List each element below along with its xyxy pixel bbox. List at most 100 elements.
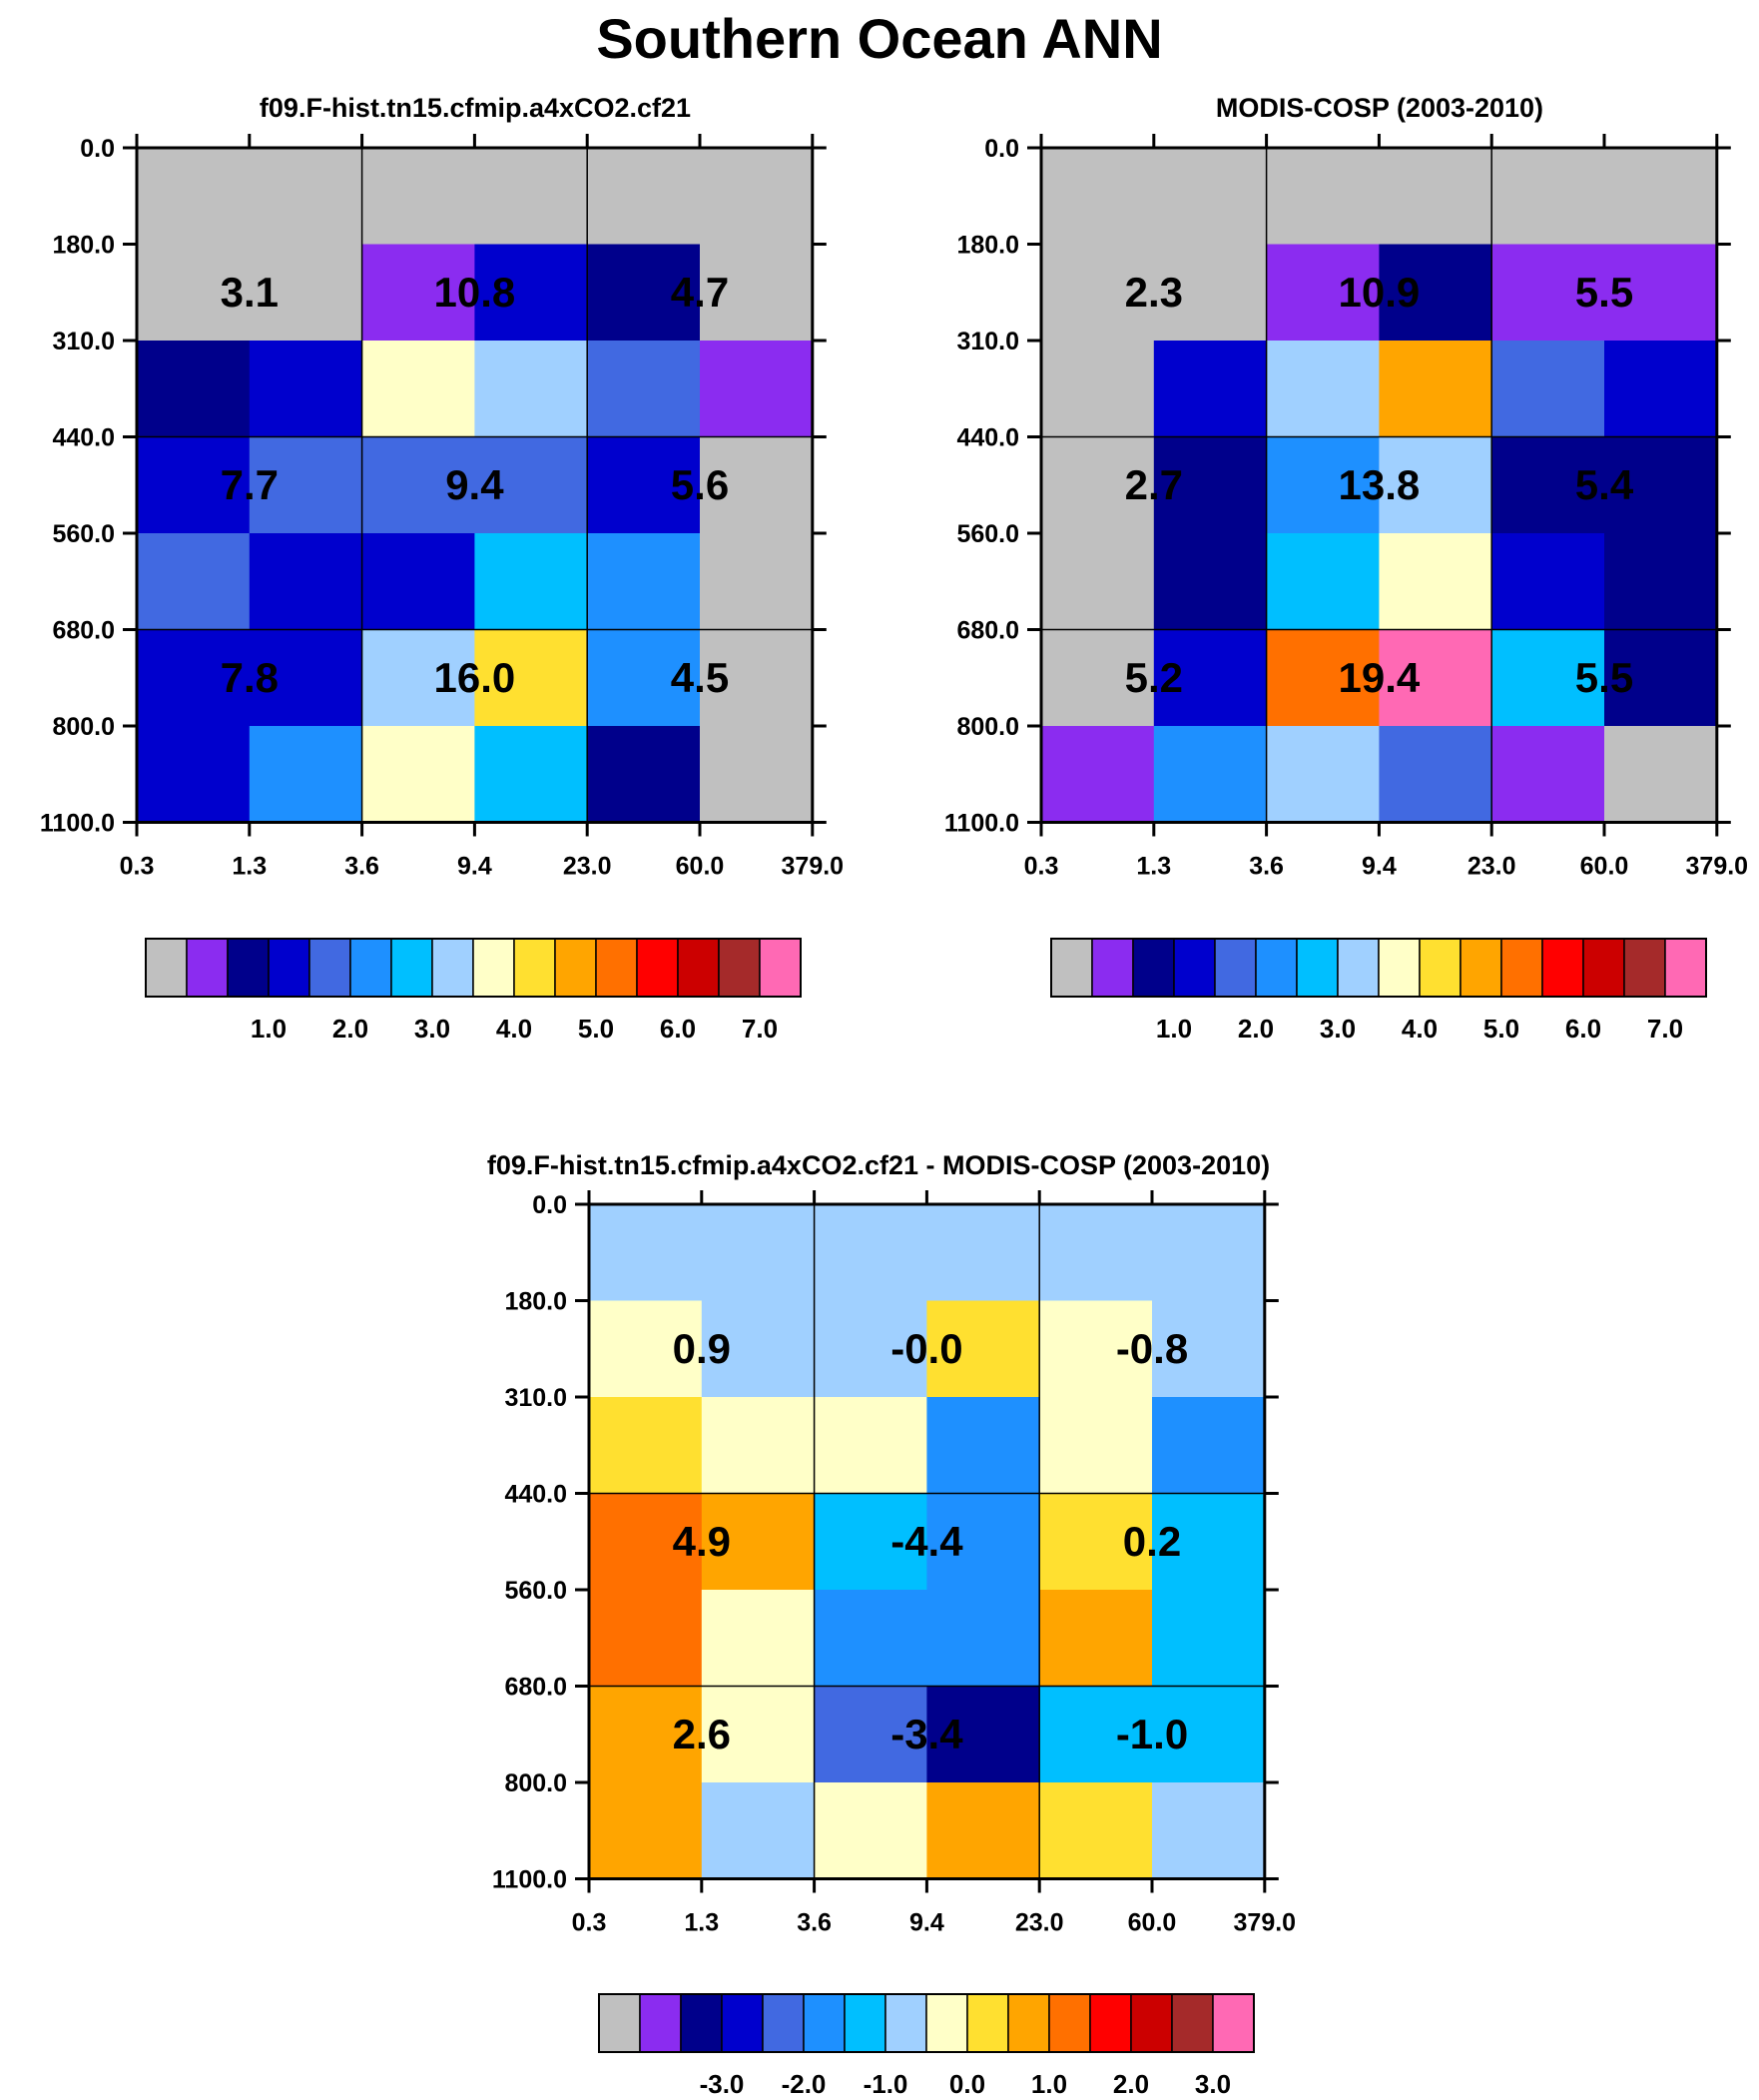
x-tick-label: 3.6 (797, 1909, 832, 1937)
y-tick-label: 440.0 (956, 424, 1019, 452)
heatmap-cell (474, 629, 588, 727)
block-value-label: 5.2 (1125, 654, 1183, 701)
colorbar-box (1582, 938, 1625, 998)
heatmap-cell (1604, 533, 1718, 631)
colorbar-frame (145, 938, 802, 998)
colorbar-label: 5.0 (1483, 1014, 1519, 1044)
block-value-label: 16.0 (434, 654, 516, 701)
heatmap-cell (137, 533, 251, 631)
colorbar: 1.0 2.0 3.0 4.0 5.0 6.0 7.0 (1050, 938, 1707, 1044)
heatmap-cell (361, 436, 475, 534)
heatmap-cell (700, 629, 814, 727)
colorbar-box (1050, 938, 1093, 998)
heatmap-cell (814, 1782, 927, 1880)
heatmap-cell (587, 436, 701, 534)
block-value-label: 2.7 (1125, 461, 1183, 508)
heatmap-cell (1039, 1493, 1153, 1591)
heatmap-cell (1153, 341, 1268, 438)
heatmap-cell (137, 436, 251, 534)
heatmap-cell (1266, 726, 1380, 824)
heatmap-cell (814, 1590, 927, 1688)
colorbar-box (1419, 938, 1462, 998)
colorbar-box (966, 1993, 1009, 2053)
x-tick-label: 0.3 (1024, 853, 1059, 881)
colorbar-label: 6.0 (660, 1014, 696, 1044)
heatmap-cell (701, 1590, 816, 1688)
x-tick-label: 379.0 (1234, 1909, 1297, 1937)
x-tick-label: 60.0 (1580, 853, 1629, 881)
colorbar-box (308, 938, 351, 998)
colorbar-label: 1.0 (1031, 2069, 1067, 2099)
heatmap-panel-1: 0.0 180.0 310.0 440.0 560.0 680.0 800.0 1100.00… (944, 134, 1748, 1044)
colorbar-box (1132, 938, 1175, 998)
heatmap-cell (589, 1686, 703, 1783)
block-value-label: 4.9 (673, 1518, 731, 1565)
colorbar-box (1664, 938, 1707, 998)
heatmap-cell (249, 341, 363, 438)
heatmap-cell (1152, 1397, 1266, 1495)
colorbar-box (1130, 1993, 1173, 2053)
colorbar-label: 7.0 (1647, 1014, 1683, 1044)
x-tick-label: 1.3 (1136, 853, 1171, 881)
colorbar-label: 5.0 (578, 1014, 614, 1044)
colorbar-label: -2.0 (782, 2069, 827, 2099)
heatmap-cell (926, 1782, 1040, 1880)
block-value-label: 2.3 (1125, 269, 1183, 316)
y-tick-label: 0.0 (532, 1191, 567, 1219)
heatmap-cell (587, 148, 701, 246)
heatmap-cell (137, 341, 251, 438)
heatmap-cell (587, 244, 701, 342)
colorbar-box (472, 938, 515, 998)
heatmap-cell (1041, 533, 1155, 631)
heatmap-cell (1491, 436, 1605, 534)
heatmap-cell (1041, 341, 1155, 438)
colorbar-box (1255, 938, 1298, 998)
heatmap-cell (137, 629, 251, 727)
block-value-label: 19.4 (1339, 654, 1421, 701)
y-tick-label: 800.0 (52, 713, 115, 741)
colorbar-label: 2.0 (332, 1014, 368, 1044)
heatmap-cell (700, 436, 814, 534)
y-tick-label: 680.0 (504, 1674, 567, 1702)
colorbar-box (1500, 938, 1543, 998)
block-value-label: 10.9 (1339, 269, 1421, 316)
heatmap-cell (1604, 629, 1718, 727)
heatmap-cell (1039, 1590, 1153, 1688)
heatmap-cell (1039, 1686, 1153, 1783)
colorbar-frame (598, 1993, 1255, 2053)
heatmap-cell (1491, 726, 1605, 824)
y-tick-label: 310.0 (504, 1384, 567, 1412)
heatmap-cell (587, 533, 701, 631)
heatmap-cell (1039, 1300, 1153, 1398)
heatmap-cell (474, 436, 588, 534)
colorbar-box (1378, 938, 1421, 998)
heatmap-cell (249, 629, 363, 727)
block-value-label: 9.4 (445, 461, 504, 508)
y-tick-label: 800.0 (504, 1769, 567, 1797)
colorbar-box (844, 1993, 886, 2053)
heatmap-cell (589, 1493, 703, 1591)
heatmap-cell (1604, 148, 1718, 246)
heatmap-cell (926, 1590, 1040, 1688)
heatmap-cell (1153, 533, 1268, 631)
colorbar-label: 2.0 (1113, 2069, 1149, 2099)
heatmap-cell (1604, 341, 1718, 438)
y-tick-label: 800.0 (956, 713, 1019, 741)
heatmap-cell (249, 148, 363, 246)
block-value-label: 0.9 (673, 1325, 731, 1372)
y-tick-label: 180.0 (504, 1288, 567, 1316)
y-tick-label: 310.0 (52, 328, 115, 355)
colorbar-box (513, 938, 556, 998)
heatmap-cell (1604, 244, 1718, 342)
colorbar-label: 6.0 (1565, 1014, 1601, 1044)
colorbar-box (925, 1993, 968, 2053)
colorbar-box (636, 938, 679, 998)
heatmap-cell (361, 533, 475, 631)
heatmap-cell (361, 148, 475, 246)
heatmap-cell (1266, 436, 1380, 534)
colorbar-box (1173, 938, 1216, 998)
colorbar-box (1541, 938, 1584, 998)
y-tick-label: 680.0 (52, 617, 115, 645)
heatmap-cell (814, 1493, 927, 1591)
